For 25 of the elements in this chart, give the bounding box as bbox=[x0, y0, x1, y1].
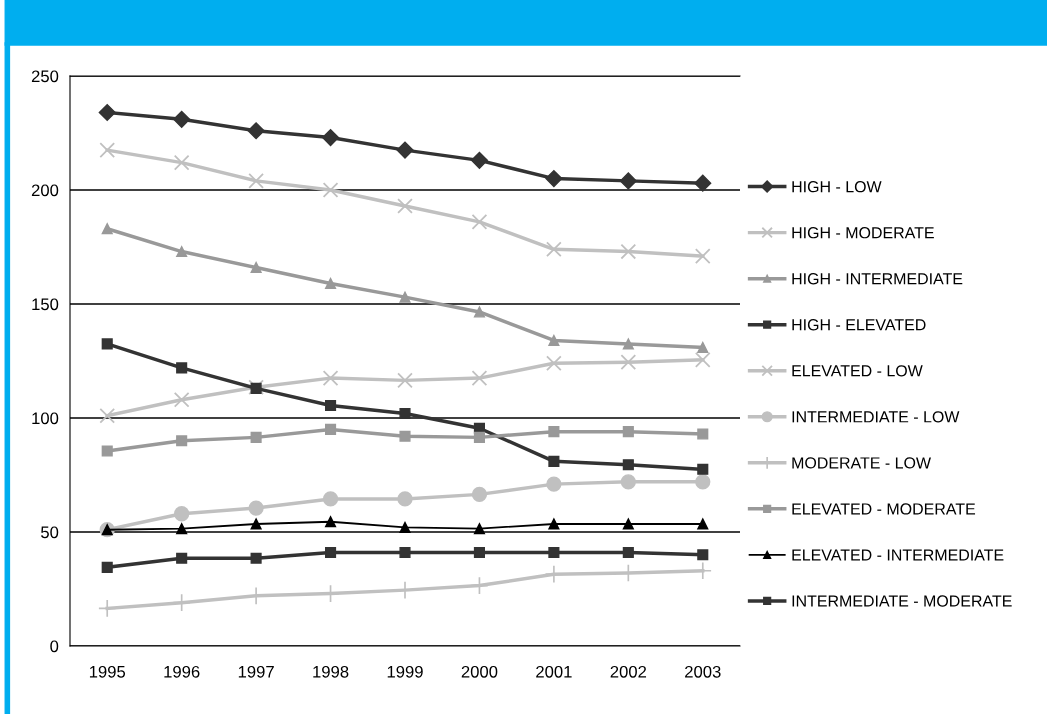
legend-label: ELEVATED - INTERMEDIATE bbox=[792, 549, 1004, 561]
legend-label: INTERMEDIATE - LOW bbox=[792, 411, 960, 423]
x-tick-label: 1998 bbox=[313, 665, 349, 678]
x-tick-label: 1995 bbox=[89, 665, 126, 678]
legend-label: ELEVATED - MODERATE bbox=[792, 503, 976, 515]
legend-label: HIGH - LOW bbox=[792, 181, 882, 193]
legend-label: ELEVATED - LOW bbox=[792, 365, 923, 377]
x-tick-label: 2000 bbox=[461, 665, 498, 678]
legend-label: HIGH - MODERATE bbox=[792, 227, 934, 239]
y-tick-label: 200 bbox=[31, 184, 59, 197]
y-tick-label: 250 bbox=[31, 70, 59, 83]
legend-label: HIGH - ELEVATED bbox=[792, 319, 926, 331]
y-tick-label: 50 bbox=[41, 526, 59, 539]
x-tick-label: 2003 bbox=[685, 665, 721, 678]
x-tick-label: 2002 bbox=[610, 665, 647, 678]
y-tick-label: 100 bbox=[32, 412, 59, 425]
x-tick-label: 1999 bbox=[387, 665, 423, 678]
x-tick-label: 1997 bbox=[238, 665, 274, 678]
legend-label: HIGH - INTERMEDIATE bbox=[792, 273, 963, 285]
x-tick-label: 2001 bbox=[536, 665, 572, 678]
y-tick-label: 150 bbox=[32, 298, 59, 311]
legend-label: INTERMEDIATE - MODERATE bbox=[792, 595, 1012, 607]
legend-label: MODERATE - LOW bbox=[792, 457, 931, 469]
y-tick-label: 0 bbox=[50, 640, 59, 653]
x-tick-label: 1996 bbox=[164, 665, 200, 678]
